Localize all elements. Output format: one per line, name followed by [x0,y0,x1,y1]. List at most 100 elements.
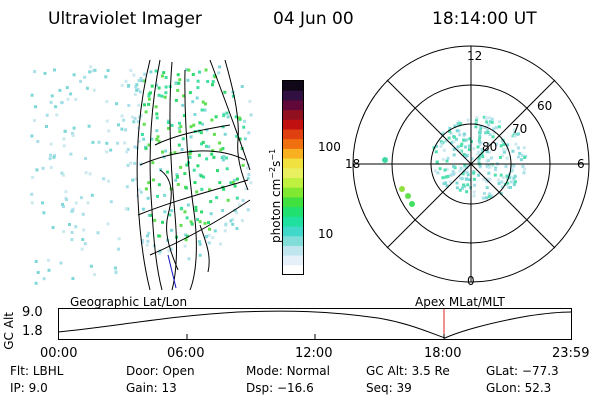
emission-dot [156,194,159,198]
emission-dot [198,242,202,246]
emission-dot [237,116,241,120]
polar-emission-dot [507,185,511,189]
polar-emission-dot [514,142,518,146]
polar-emission-dot [445,167,449,171]
emission-dot [105,100,109,104]
emission-dot [36,271,40,274]
polar-emission-dot [452,147,456,151]
mode-info: Mode: Normal [246,364,330,378]
emission-dot [36,140,40,143]
polar-emission-dot [464,138,468,142]
emission-dot [133,93,137,96]
polar-emission-dot [451,172,455,176]
emission-dot [146,239,150,243]
emission-dot [53,68,56,72]
emission-dot [116,141,120,145]
polar-emission-dot [497,182,501,185]
emission-dot [149,70,153,74]
emission-dot [47,258,50,262]
emission-dot [184,238,188,242]
emission-dot [105,119,109,123]
emission-dot [211,83,214,87]
polar-emission-dot [487,150,491,154]
polar-emission-dot [502,143,506,146]
colorbar-tick-100: 100 [318,140,341,154]
emission-dot [41,166,45,170]
polar-emission-dot [472,177,476,181]
emission-dot [84,171,88,175]
polar-emission-dot [518,151,522,155]
emission-dot [133,145,137,149]
emission-dot [89,264,93,268]
emission-dot [207,145,211,149]
altitude-ymax: 9.0 [22,305,43,320]
emission-dot [126,163,130,167]
polar-emission-dot [452,165,456,169]
emission-dot [157,86,161,90]
emission-dot [127,84,131,87]
emission-dot [82,228,86,232]
emission-dot [243,119,246,123]
emission-dot [68,223,71,226]
polar-emission-dot [486,177,490,181]
emission-dot [161,220,164,224]
emission-dot [88,70,92,74]
emission-dot [147,143,151,147]
emission-dot [210,152,214,156]
polar-emission-dot [459,166,463,170]
emission-dot [47,268,51,272]
emission-dot [157,139,161,143]
colorbar-cell [282,226,304,237]
emission-dot [84,157,88,160]
polar-emission-dot [456,145,460,149]
emission-dot [159,168,163,172]
emission-dot [90,193,94,197]
emission-dot [211,80,215,84]
emission-dot [198,70,201,74]
emission-dot [183,172,187,176]
polar-emission-dot [433,169,437,173]
emission-dot [133,162,137,165]
emission-dot [178,78,182,82]
polar-emission-dot [499,144,503,148]
polar-emission-dot [477,156,481,160]
emission-dot [48,157,52,161]
emission-dot [59,261,63,265]
polar-bright-spot [405,193,411,199]
emission-dot [241,163,245,167]
emission-dot [198,220,202,224]
polar-emission-dot [460,149,463,153]
emission-dot [231,180,235,184]
emission-dot [157,251,161,255]
polar-emission-dot [487,158,491,162]
emission-dot [147,213,151,217]
colorbar-cell [282,80,304,91]
emission-dot [105,141,109,145]
emission-dot [200,108,204,112]
polar-emission-dot [444,139,448,143]
polar-emission-dot [488,177,492,181]
emission-dot [138,90,142,94]
emission-dot [54,105,58,109]
emission-dot [199,174,203,178]
emission-dot [137,139,141,143]
emission-dot [174,98,178,102]
x-tick-2359: 23:59 [552,346,590,361]
emission-dot [205,128,209,132]
polar-emission-dot [481,196,485,200]
emission-dot [209,212,213,216]
emission-dot [134,85,138,89]
emission-dot [181,103,185,107]
emission-dot [72,73,76,77]
emission-dot [69,152,73,156]
emission-dot [177,126,181,130]
polar-emission-dot [466,118,470,122]
emission-dot [135,83,139,87]
emission-dot [93,68,97,72]
emission-dot [50,94,54,98]
emission-dot [125,150,129,154]
polar-emission-dot [440,141,444,145]
emission-dot [221,147,225,151]
polar-bright-spot [409,201,415,207]
polar-emission-dot [451,170,455,174]
